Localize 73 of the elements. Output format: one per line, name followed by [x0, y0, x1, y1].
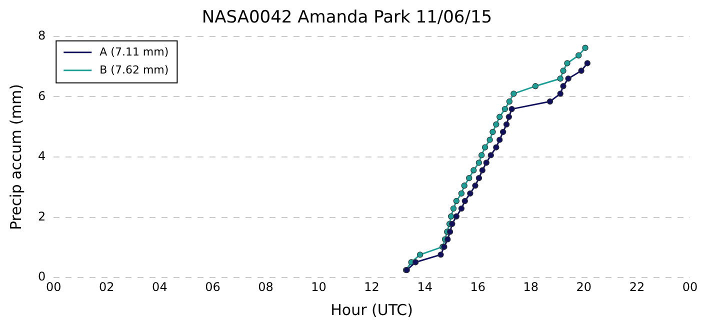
- point: [446, 228, 454, 235]
- y-tick-label: 8: [38, 28, 46, 43]
- point: [449, 220, 456, 228]
- x-tick-label: 14: [417, 280, 432, 294]
- x-tick-label: 12: [364, 280, 380, 294]
- point: [466, 175, 472, 182]
- point: [476, 175, 482, 182]
- point: [488, 152, 494, 158]
- y-tick-label: 0: [38, 270, 46, 284]
- point: [453, 213, 460, 220]
- point: [438, 252, 444, 258]
- point: [448, 213, 454, 220]
- point: [565, 76, 572, 82]
- point: [560, 68, 566, 74]
- legend-label: B (7.62 mm): [100, 63, 169, 76]
- point: [582, 44, 588, 51]
- x-tick-label: 06: [205, 280, 220, 294]
- point: [467, 190, 474, 197]
- point: [486, 136, 493, 143]
- point: [546, 98, 554, 105]
- point: [506, 114, 512, 120]
- point: [506, 98, 513, 105]
- point: [500, 128, 506, 136]
- point: [496, 114, 503, 120]
- x-tick-label: 04: [152, 280, 168, 294]
- point: [462, 198, 468, 204]
- point: [560, 83, 566, 90]
- point: [412, 259, 419, 266]
- point: [482, 144, 488, 150]
- point: [532, 83, 539, 90]
- point: [557, 90, 564, 97]
- point: [458, 205, 465, 212]
- point: [453, 198, 460, 204]
- point: [584, 60, 590, 66]
- x-tick-label: 18: [523, 280, 539, 294]
- point: [479, 167, 486, 174]
- point: [478, 152, 485, 158]
- point: [564, 60, 570, 66]
- y-tick-label: 6: [38, 88, 46, 103]
- point: [496, 136, 503, 143]
- point: [493, 144, 500, 150]
- point: [470, 167, 477, 174]
- point: [508, 106, 515, 112]
- point: [493, 121, 500, 128]
- x-tick-label: 00: [682, 280, 698, 294]
- legend-label: A (7.11 mm): [100, 45, 169, 58]
- point: [461, 182, 468, 189]
- y-tick-label: 4: [38, 149, 46, 164]
- point: [416, 252, 424, 258]
- y-axis-title: Precip accum (mm): [6, 84, 25, 230]
- x-tick-label: 02: [99, 280, 114, 294]
- point: [476, 160, 482, 166]
- x-tick-label: 08: [258, 280, 274, 294]
- y-tick-label: 2: [38, 209, 46, 224]
- point: [510, 90, 517, 97]
- x-tick-label: 20: [576, 280, 592, 294]
- point: [483, 160, 490, 166]
- point: [578, 68, 584, 74]
- point: [557, 76, 564, 82]
- x-tick-label: 16: [470, 280, 486, 294]
- point: [502, 106, 508, 112]
- x-tick-label: 22: [629, 280, 645, 294]
- point: [458, 190, 465, 197]
- point: [503, 121, 510, 128]
- x-axis-title: Hour (UTC): [330, 300, 413, 319]
- chart-title: NASA0042 Amanda Park 11/06/15: [202, 8, 492, 28]
- x-tick-label: 00: [46, 280, 62, 294]
- point: [490, 128, 496, 136]
- point: [450, 205, 457, 212]
- point: [472, 182, 478, 189]
- x-tick-label: 10: [311, 280, 326, 294]
- point: [444, 236, 451, 242]
- point: [576, 52, 582, 58]
